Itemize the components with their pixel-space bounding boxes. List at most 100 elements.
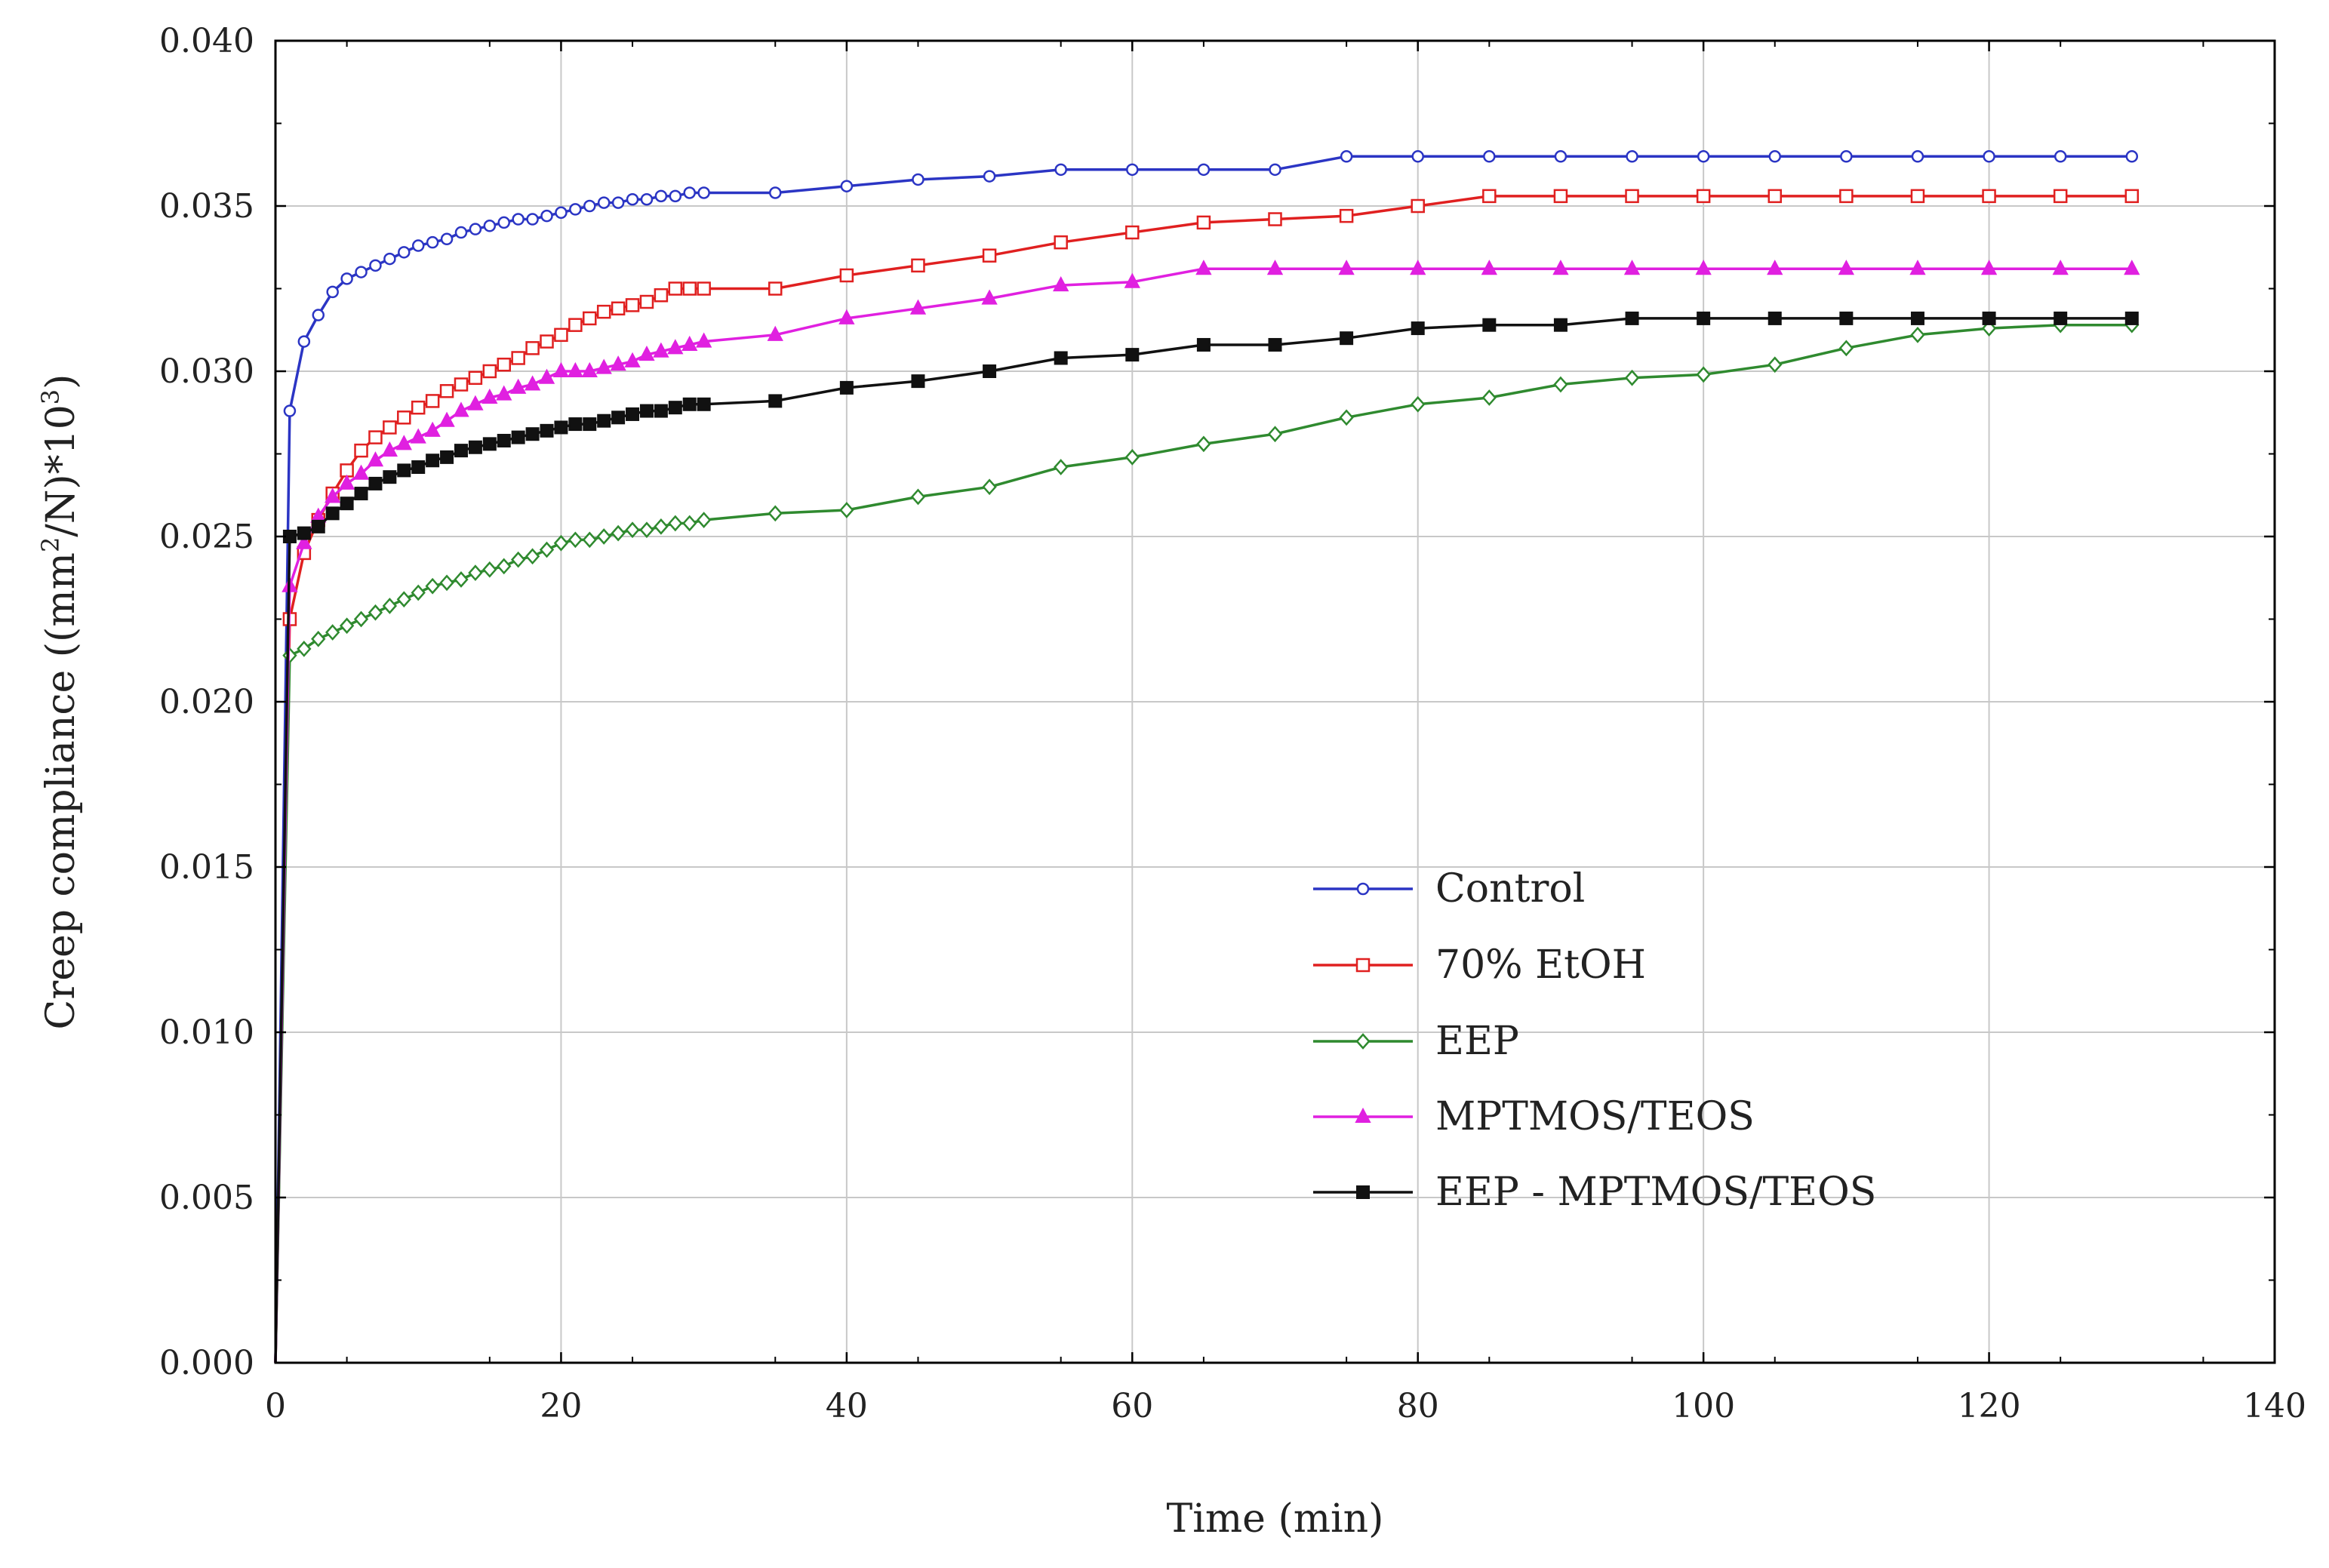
legend-label: EEP bbox=[1435, 1019, 1519, 1064]
data-point bbox=[1053, 275, 1069, 292]
data-point bbox=[568, 417, 583, 432]
data-point bbox=[2124, 260, 2140, 275]
data-point bbox=[411, 584, 426, 601]
data-point bbox=[668, 401, 682, 415]
data-point bbox=[639, 404, 654, 418]
data-point bbox=[540, 209, 553, 223]
x-tick-label: 120 bbox=[1958, 1387, 2021, 1425]
data-point bbox=[639, 294, 654, 309]
x-tick-label: 140 bbox=[2243, 1387, 2306, 1425]
data-point bbox=[911, 258, 925, 273]
data-point bbox=[1266, 260, 1284, 275]
data-point bbox=[1910, 326, 1925, 343]
data-point bbox=[397, 463, 411, 478]
data-point bbox=[454, 226, 468, 239]
data-point bbox=[483, 220, 497, 232]
data-point bbox=[1911, 150, 1924, 163]
y-tick-label: 0.005 bbox=[159, 1179, 254, 1217]
data-point bbox=[838, 309, 855, 324]
data-point bbox=[1338, 260, 1355, 275]
data-point bbox=[2125, 150, 2139, 163]
data-point bbox=[767, 325, 783, 341]
data-point bbox=[625, 521, 640, 539]
data-point bbox=[1909, 260, 1926, 275]
data-point bbox=[909, 299, 927, 315]
data-point bbox=[1910, 189, 1925, 204]
data-point bbox=[1768, 150, 1781, 163]
data-point bbox=[368, 430, 383, 444]
data-point bbox=[454, 444, 468, 458]
data-point bbox=[1054, 163, 1067, 177]
data-point bbox=[682, 397, 697, 411]
data-point bbox=[482, 364, 497, 379]
data-point bbox=[1553, 318, 1568, 332]
data-point bbox=[683, 186, 696, 199]
data-point bbox=[597, 196, 611, 209]
data-point bbox=[540, 334, 554, 349]
data-point bbox=[911, 374, 925, 389]
data-point bbox=[611, 196, 625, 209]
data-point bbox=[1126, 163, 1139, 177]
data-point bbox=[510, 551, 526, 568]
data-point bbox=[697, 281, 711, 296]
data-point bbox=[568, 531, 583, 549]
y-axis-title: Creep compliance ((mm2/N)*103) bbox=[36, 374, 84, 1030]
data-point bbox=[1482, 318, 1497, 332]
data-point bbox=[1340, 331, 1354, 346]
y-tick-label: 0.025 bbox=[159, 518, 254, 556]
legend: Control 70% EtOH EEP MPTMOS/TEOS EEP - MPTMO… bbox=[1313, 866, 1876, 1215]
data-point bbox=[511, 430, 525, 444]
data-point bbox=[497, 558, 512, 575]
x-tick-label: 100 bbox=[1672, 1387, 1735, 1425]
data-point bbox=[395, 435, 412, 450]
data-point bbox=[981, 289, 998, 305]
y-tick-label: 0.015 bbox=[159, 848, 254, 887]
data-point bbox=[1268, 337, 1282, 352]
data-point bbox=[695, 332, 712, 348]
data-point bbox=[568, 318, 583, 332]
data-point bbox=[669, 189, 682, 203]
data-point bbox=[497, 357, 511, 372]
y-tick-label: 0.040 bbox=[159, 22, 254, 60]
data-point bbox=[367, 451, 384, 467]
data-point bbox=[625, 298, 640, 312]
data-point bbox=[667, 339, 684, 355]
data-point bbox=[554, 420, 568, 435]
data-point bbox=[769, 186, 782, 199]
data-point bbox=[668, 281, 683, 296]
data-point bbox=[1483, 150, 1496, 163]
data-point bbox=[424, 421, 441, 437]
data-point bbox=[326, 285, 339, 299]
data-point bbox=[1840, 150, 1853, 163]
legend-marker bbox=[1356, 882, 1370, 896]
data-point bbox=[597, 414, 611, 428]
data-point bbox=[1195, 260, 1212, 275]
data-point bbox=[681, 335, 698, 351]
data-point bbox=[426, 235, 439, 249]
data-point bbox=[311, 519, 325, 533]
data-point bbox=[411, 460, 426, 475]
series-group bbox=[274, 311, 2139, 1364]
y-axis-title-part: Creep compliance ((mm bbox=[38, 552, 84, 1029]
y-tick-label: 0.020 bbox=[159, 683, 254, 721]
data-point bbox=[982, 478, 997, 496]
data-point bbox=[1838, 340, 1854, 357]
data-point bbox=[540, 423, 554, 438]
data-point bbox=[1054, 351, 1068, 365]
data-point bbox=[467, 395, 484, 410]
data-point bbox=[497, 216, 510, 229]
data-point bbox=[440, 450, 454, 464]
data-point bbox=[283, 404, 297, 417]
data-point bbox=[552, 361, 570, 377]
data-point bbox=[583, 311, 597, 326]
data-point bbox=[682, 515, 697, 532]
data-point bbox=[1553, 376, 1568, 393]
data-point bbox=[339, 617, 355, 635]
data-point bbox=[1481, 389, 1497, 406]
data-point bbox=[1910, 311, 1924, 325]
series-group bbox=[274, 316, 2140, 1364]
data-point bbox=[1624, 369, 1640, 386]
data-point bbox=[1768, 356, 1783, 374]
data-point bbox=[439, 384, 454, 398]
